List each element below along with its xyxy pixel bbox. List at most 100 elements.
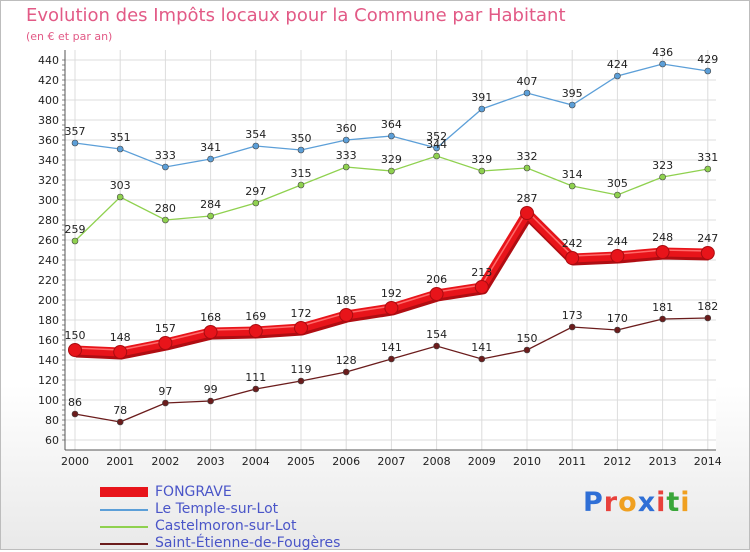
logo-letter: r <box>603 487 619 518</box>
data-point <box>568 101 576 109</box>
data-point <box>388 355 395 363</box>
data-label: 128 <box>336 354 357 367</box>
data-label: 429 <box>697 53 718 66</box>
x-tick-label: 2011 <box>558 455 586 468</box>
logo-letter: i <box>656 487 667 518</box>
data-label: 119 <box>291 363 312 376</box>
data-label: 185 <box>336 294 357 307</box>
data-label: 391 <box>471 91 492 104</box>
data-label: 141 <box>381 341 402 354</box>
data-point <box>433 342 440 350</box>
data-point <box>297 377 305 385</box>
data-label: 280 <box>155 202 176 215</box>
data-label: 172 <box>291 307 312 320</box>
data-label: 99 <box>204 383 218 396</box>
legend-swatch <box>100 509 148 511</box>
x-tick-label: 2001 <box>106 455 134 468</box>
y-tick-label: 420 <box>38 74 59 87</box>
y-tick-label: 180 <box>38 314 59 327</box>
x-tick-label: 2006 <box>332 455 360 468</box>
y-tick-label: 120 <box>38 374 59 387</box>
data-label: 354 <box>245 128 266 141</box>
data-label: 350 <box>291 132 312 145</box>
y-tick-label: 220 <box>38 274 59 287</box>
data-point-fongrave <box>520 206 534 220</box>
y-tick-label: 60 <box>45 434 59 447</box>
data-label: 333 <box>336 149 357 162</box>
data-point <box>523 346 531 354</box>
data-point <box>523 89 531 97</box>
data-label: 157 <box>155 322 176 335</box>
data-point <box>704 314 712 322</box>
data-label: 173 <box>562 309 583 322</box>
data-label: 332 <box>517 150 538 163</box>
data-label: 141 <box>471 341 492 354</box>
y-tick-label: 160 <box>38 334 59 347</box>
data-point <box>659 173 666 181</box>
data-point <box>116 193 124 201</box>
data-label: 192 <box>381 287 402 300</box>
x-tick-label: 2000 <box>61 455 89 468</box>
data-point-fongrave <box>474 280 489 294</box>
legend-swatch <box>100 487 148 497</box>
y-tick-label: 200 <box>38 294 59 307</box>
data-point <box>207 397 214 405</box>
data-point-fongrave <box>610 249 625 263</box>
y-tick-label: 280 <box>38 214 59 227</box>
data-point <box>478 105 486 113</box>
data-label: 284 <box>200 198 221 211</box>
data-label: 364 <box>381 118 402 131</box>
data-point-fongrave <box>565 251 580 265</box>
data-label: 357 <box>65 125 86 138</box>
legend-label: FONGRAVE <box>155 484 232 500</box>
data-label: 150 <box>517 332 538 345</box>
data-label: 314 <box>562 168 583 181</box>
data-label: 331 <box>697 151 718 164</box>
data-point <box>71 237 79 245</box>
x-tick-label: 2014 <box>694 455 722 468</box>
data-point-fongrave <box>339 308 354 322</box>
data-point <box>433 144 440 152</box>
data-label: 360 <box>336 122 357 135</box>
x-tick-label: 2012 <box>603 455 631 468</box>
x-tick-label: 2004 <box>242 455 270 468</box>
data-label: 287 <box>517 192 538 205</box>
data-point-fongrave <box>429 287 444 301</box>
data-label: 323 <box>652 159 673 172</box>
data-label: 181 <box>652 301 673 314</box>
data-label: 333 <box>155 149 176 162</box>
data-label: 352 <box>426 130 447 143</box>
data-point <box>162 163 169 171</box>
data-label: 297 <box>245 185 266 198</box>
data-point-fongrave <box>384 301 399 315</box>
data-point <box>659 60 666 68</box>
data-point <box>342 163 350 171</box>
data-point <box>523 164 531 172</box>
data-label: 213 <box>471 266 492 279</box>
data-point <box>568 323 576 331</box>
logo-letter: o <box>618 487 638 518</box>
legend-label: Castelmoron-sur-Lot <box>155 518 297 534</box>
legend-label: Saint-Étienne-de-Fougères <box>155 535 341 551</box>
data-point-fongrave <box>113 345 128 359</box>
data-label: 329 <box>381 153 402 166</box>
data-point-fongrave <box>294 321 308 335</box>
y-tick-label: 380 <box>38 114 59 127</box>
y-tick-label: 400 <box>38 94 59 107</box>
data-point <box>704 165 712 173</box>
data-label: 305 <box>607 177 628 190</box>
x-tick-label: 2003 <box>197 455 225 468</box>
data-point <box>388 167 395 175</box>
x-tick-label: 2013 <box>649 455 677 468</box>
logo-letter: i <box>680 487 691 518</box>
data-point <box>433 152 440 160</box>
data-point <box>388 132 395 140</box>
plot-area <box>65 50 716 450</box>
data-label: 424 <box>607 58 628 71</box>
data-point <box>116 418 124 426</box>
data-label: 303 <box>110 179 131 192</box>
data-point <box>71 139 79 147</box>
y-tick-label: 140 <box>38 354 59 367</box>
chart-subtitle: (en € et par an) <box>26 30 113 43</box>
